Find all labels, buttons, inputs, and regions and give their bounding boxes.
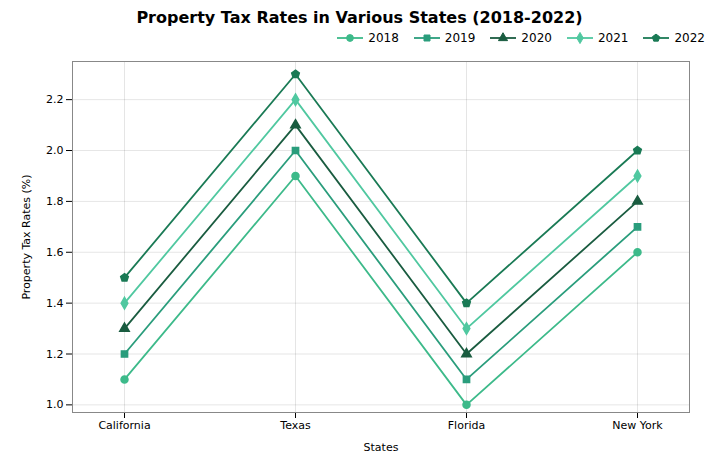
html-text:2018: 2018 bbox=[368, 31, 399, 45]
html-text:2019: 2019 bbox=[444, 31, 476, 45]
svg-text:1.2: 1.2 bbox=[46, 348, 64, 361]
html-text:2022: 2022 bbox=[674, 31, 705, 45]
svg-text:Property Tax Rates (%): Property Tax Rates (%) bbox=[20, 174, 33, 299]
svg-text:Texas: Texas bbox=[279, 419, 311, 432]
svg-text:1.6: 1.6 bbox=[46, 246, 64, 259]
svg-text:2.0: 2.0 bbox=[46, 144, 64, 157]
svg-text:1.0: 1.0 bbox=[46, 398, 64, 411]
svg-text:States: States bbox=[364, 441, 399, 454]
svg-text:2.2: 2.2 bbox=[46, 93, 64, 106]
svg-text:1.4: 1.4 bbox=[46, 297, 64, 310]
svg-text:1.8: 1.8 bbox=[46, 195, 64, 208]
html-text:2020: 2020 bbox=[521, 31, 552, 45]
html-text:2021: 2021 bbox=[597, 31, 629, 45]
svg-text:New York: New York bbox=[612, 419, 663, 432]
html-text:Property Tax Rates in Various: Property Tax Rates in Various States (20… bbox=[136, 8, 583, 27]
svg-text:Florida: Florida bbox=[448, 419, 485, 432]
svg-text:California: California bbox=[98, 419, 150, 432]
